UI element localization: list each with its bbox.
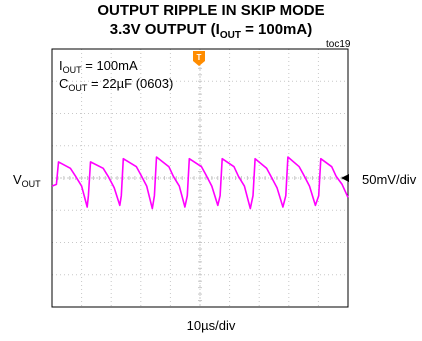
trigger-icon	[193, 51, 205, 66]
subtitle-suffix: = 100mA)	[240, 21, 313, 38]
channel-subscript: OUT	[21, 179, 41, 189]
vertical-scale-label: 50mV/div	[362, 172, 417, 187]
annotation-cout: COUT = 22µF (0603)	[59, 76, 174, 93]
channel-symbol: V	[13, 172, 22, 187]
trigger-label: T	[197, 53, 202, 62]
cout-subscript: OUT	[68, 83, 88, 93]
channel-ground-marker-icon	[341, 174, 349, 182]
timebase-label: 10µs/div	[186, 318, 236, 333]
iout-subscript: OUT	[62, 65, 82, 75]
iout-value: = 100mA	[81, 58, 138, 73]
annotation-iout: IOUT = 100mA	[59, 58, 138, 75]
vout-trace	[51, 156, 349, 210]
trigger-marker: T	[193, 51, 205, 66]
subtitle-subscript: OUT	[219, 30, 241, 41]
figure-tag: toc19	[326, 39, 351, 50]
chart-title: OUTPUT RIPPLE IN SKIP MODE	[97, 2, 325, 19]
grid	[51, 48, 349, 308]
chart-subtitle: 3.3V OUTPUT (IOUT = 100mA)	[0, 21, 422, 41]
subtitle-prefix: 3.3V OUTPUT (I	[109, 21, 220, 38]
cout-symbol: C	[59, 76, 69, 91]
channel-label: VOUT	[13, 172, 41, 189]
cout-value: = 22µF (0603)	[87, 76, 174, 91]
iout-symbol: I	[59, 58, 63, 73]
